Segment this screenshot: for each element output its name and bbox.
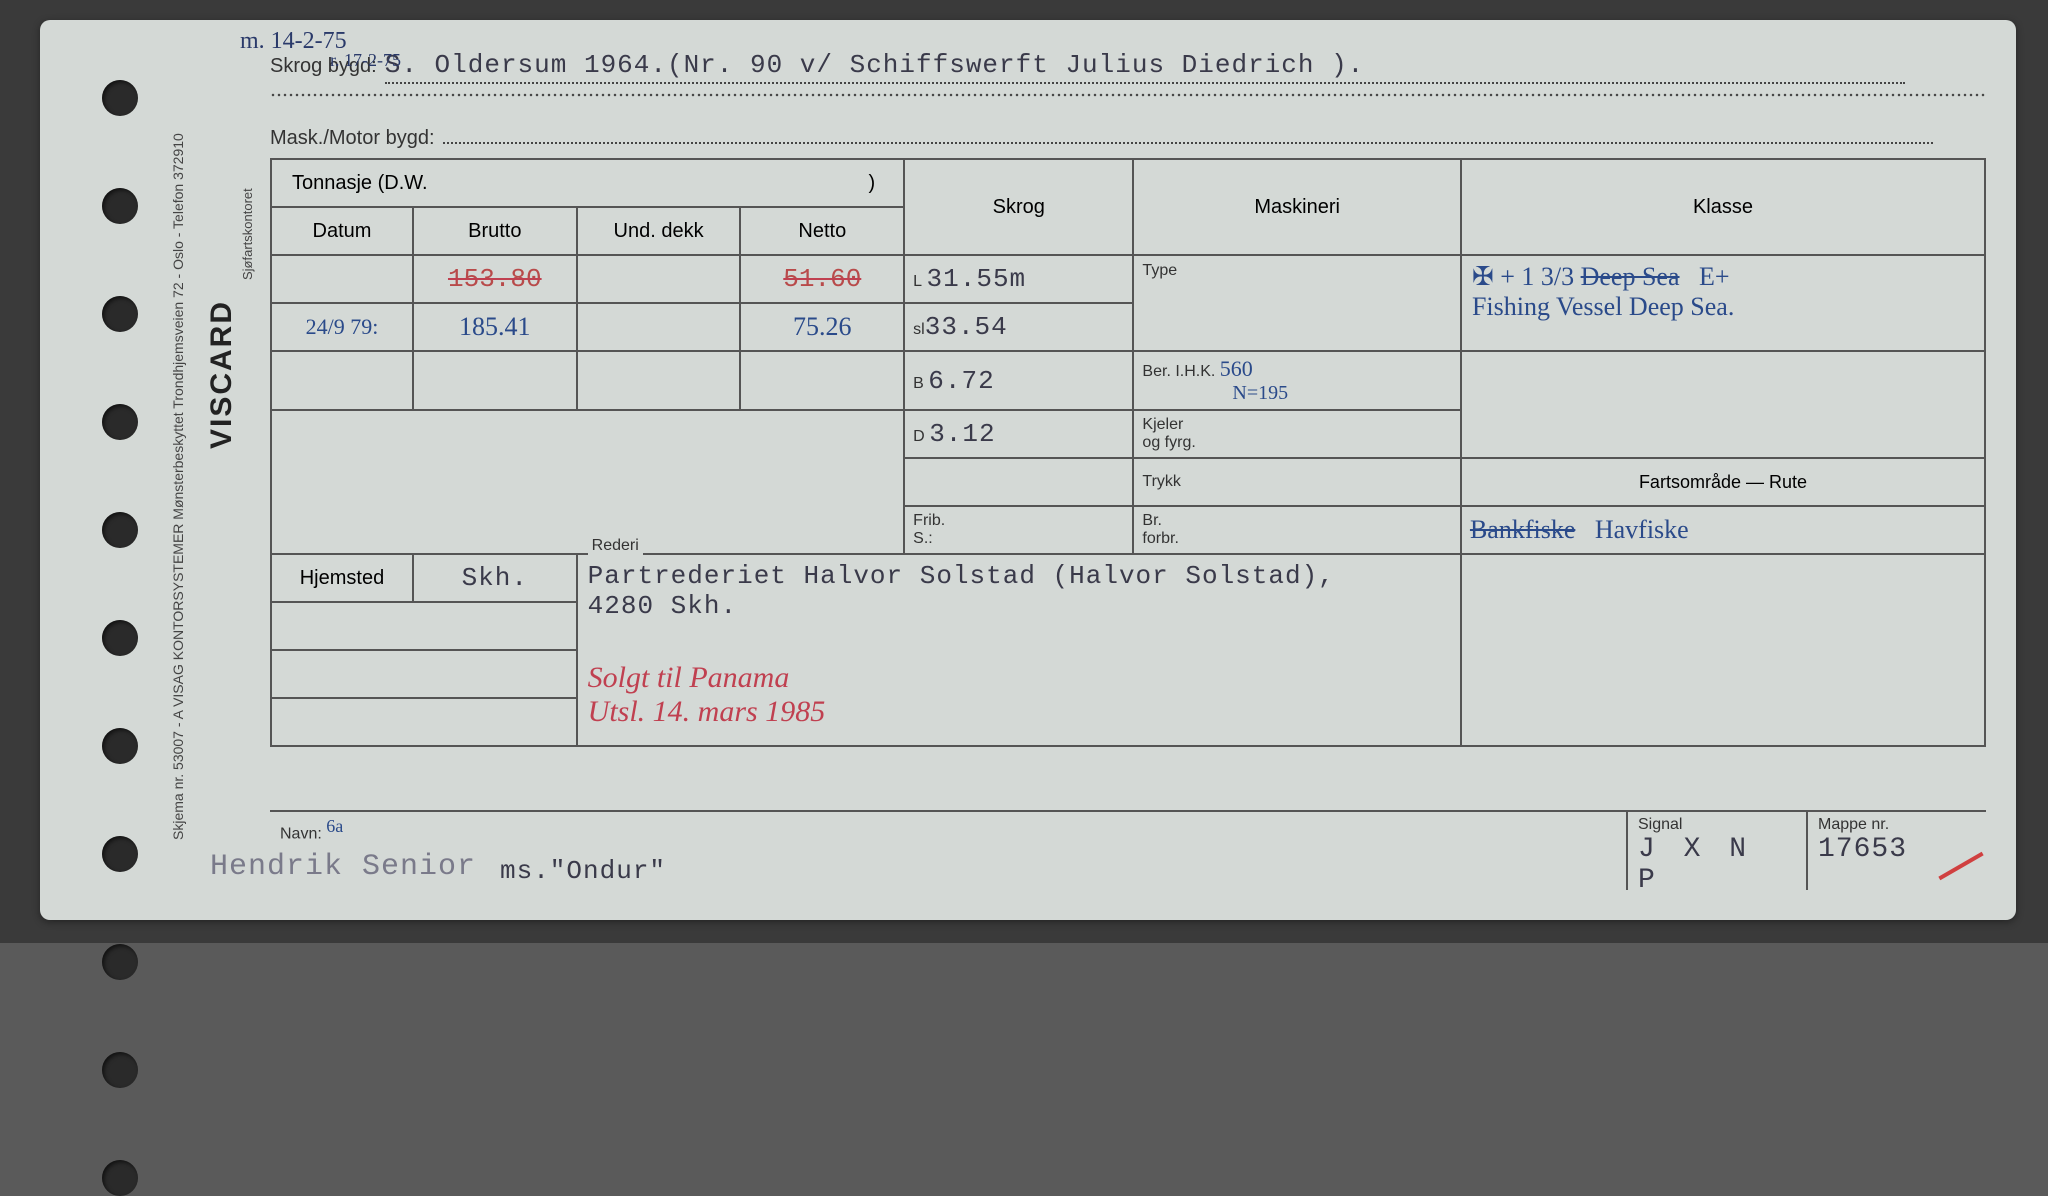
klasse-line1: ✠ + 1 3/3 Deep Sea E+ bbox=[1472, 262, 1974, 292]
hole bbox=[102, 620, 138, 656]
brutto-1: 153.80 bbox=[413, 255, 577, 303]
hjemsted-value: Skh. bbox=[413, 554, 577, 602]
signal-value: J X N P bbox=[1638, 834, 1796, 896]
fartsomrade-value: Bankfiske Havfiske bbox=[1461, 506, 1985, 554]
brutto-header: Brutto bbox=[413, 207, 577, 255]
hole bbox=[102, 728, 138, 764]
ber-ihk: Ber. I.H.K. 560 N=195 bbox=[1133, 351, 1461, 410]
skrog-empty2 bbox=[904, 458, 1133, 506]
content-area: m. 14-2-75 r. 17-2-75 Skrog bygd: S. Old… bbox=[270, 50, 1986, 890]
maskineri-header: Maskineri bbox=[1133, 159, 1461, 255]
hole bbox=[102, 944, 138, 980]
index-card: Skjema nr. 53007 - A VISAG KONTORSYSTEME… bbox=[40, 20, 2016, 920]
viscard-logo: VISCARD bbox=[205, 300, 239, 449]
navn-sub: ms."Ondur" bbox=[500, 856, 666, 886]
mappe-label: Mappe nr. bbox=[1818, 816, 1976, 834]
empty-klasse bbox=[1461, 351, 1985, 458]
und-3 bbox=[577, 351, 741, 410]
trykk: Trykk bbox=[1133, 458, 1461, 506]
rederi-line2: 4280 Skh. bbox=[588, 591, 1450, 621]
hjemsted-3 bbox=[271, 650, 577, 698]
side-print: Skjema nr. 53007 - A VISAG KONTORSYSTEME… bbox=[170, 80, 200, 840]
datum-1 bbox=[271, 255, 413, 303]
skrog-D: D 3.12 bbox=[904, 410, 1133, 458]
und-1 bbox=[577, 255, 741, 303]
skrog-L: L 31.55m bbox=[904, 255, 1133, 303]
signal-cell: Signal J X N P bbox=[1626, 812, 1806, 890]
tonnasje-header: Tonnasje (D.W. ) bbox=[271, 159, 904, 207]
hole bbox=[102, 1160, 138, 1196]
datum-2: 24/9 79: bbox=[271, 303, 413, 351]
netto-2: 75.26 bbox=[740, 303, 904, 351]
divider bbox=[270, 92, 1986, 98]
mask-motor-label: Mask./Motor bygd: bbox=[270, 127, 435, 150]
hole bbox=[102, 836, 138, 872]
rederi-line1: Partrederiet Halvor Solstad (Halvor Sols… bbox=[588, 561, 1450, 591]
right-empty bbox=[1461, 554, 1985, 746]
rederi-label: Rederi bbox=[588, 537, 643, 555]
top-annotation-2: r. 17-2-75 bbox=[330, 50, 401, 71]
skrog-header: Skrog bbox=[904, 159, 1133, 255]
frib: Frib. S.: bbox=[904, 506, 1133, 554]
hole bbox=[102, 1052, 138, 1088]
navn-main: Hendrik Senior bbox=[210, 850, 476, 884]
klasse-header: Klasse bbox=[1461, 159, 1985, 255]
tonnage-empty bbox=[271, 410, 904, 554]
hole bbox=[102, 404, 138, 440]
hjemsted-4 bbox=[271, 698, 577, 746]
hole bbox=[102, 188, 138, 224]
signal-label: Signal bbox=[1638, 816, 1796, 834]
klasse-line2: Fishing Vessel Deep Sea. bbox=[1472, 292, 1974, 322]
hole bbox=[102, 296, 138, 332]
close-paren: ) bbox=[869, 172, 896, 195]
kjeler: Kjeler og fyrg. bbox=[1133, 410, 1461, 458]
hjemsted-2 bbox=[271, 602, 577, 650]
side-print-2: Sjøfartskontoret bbox=[240, 80, 260, 280]
datum-3 bbox=[271, 351, 413, 410]
rederi-cell: Rederi Partrederiet Halvor Solstad (Halv… bbox=[577, 554, 1461, 746]
br-forbr: Br. forbr. bbox=[1133, 506, 1461, 554]
red-note-2: Utsl. 14. mars 1985 bbox=[588, 695, 1450, 729]
datum-header: Datum bbox=[271, 207, 413, 255]
hole bbox=[102, 80, 138, 116]
main-table: Tonnasje (D.W. ) Skrog Maskineri Klasse … bbox=[270, 158, 1986, 747]
hjemsted-header: Hjemsted bbox=[271, 554, 413, 602]
brutto-3 bbox=[413, 351, 577, 410]
skrog-sl: sl33.54 bbox=[904, 303, 1133, 351]
red-slash bbox=[1940, 844, 1980, 884]
maskineri-type: Type bbox=[1133, 255, 1461, 351]
fartsomrade-header: Fartsområde — Rute bbox=[1461, 458, 1985, 506]
skrog-bygd-row: Skrog bygd: S. Oldersum 1964.(Nr. 90 v/ … bbox=[270, 50, 1986, 84]
bottom-row: Navn: 6a Hendrik Senior ms."Ondur" Signa… bbox=[270, 810, 1986, 890]
skrog-B: B 6.72 bbox=[904, 351, 1133, 410]
skrog-bygd-value: S. Oldersum 1964.(Nr. 90 v/ Schiffswerft… bbox=[385, 50, 1365, 80]
unddekk-header: Und. dekk bbox=[577, 207, 741, 255]
netto-3 bbox=[740, 351, 904, 410]
card-wrapper: Skjema nr. 53007 - A VISAG KONTORSYSTEME… bbox=[0, 0, 2048, 943]
navn-label: Navn: bbox=[280, 825, 322, 842]
navn-prefix: 6a bbox=[326, 816, 343, 836]
brutto-2: 185.41 bbox=[413, 303, 577, 351]
tonnasje-label: Tonnasje (D.W. bbox=[292, 172, 428, 194]
mask-motor-row: Mask./Motor bygd: bbox=[270, 110, 1986, 150]
klasse-cell: ✠ + 1 3/3 Deep Sea E+ Fishing Vessel Dee… bbox=[1461, 255, 1985, 351]
punch-holes bbox=[102, 80, 138, 1196]
mappe-cell: Mappe nr. 17653 bbox=[1806, 812, 1986, 890]
netto-1: 51.60 bbox=[740, 255, 904, 303]
netto-header: Netto bbox=[740, 207, 904, 255]
hole bbox=[102, 512, 138, 548]
red-note-1: Solgt til Panama bbox=[588, 661, 1450, 695]
navn-cell: Navn: 6a Hendrik Senior ms."Ondur" bbox=[270, 812, 1626, 890]
und-2 bbox=[577, 303, 741, 351]
